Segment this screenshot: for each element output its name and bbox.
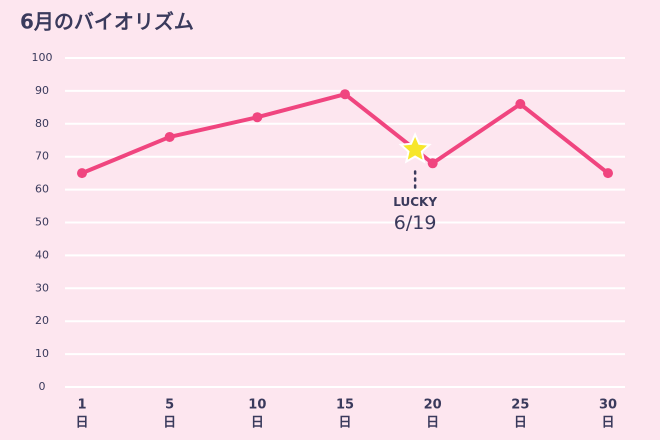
data-point (427, 158, 438, 169)
data-point (340, 89, 350, 100)
annotation-date: 6/19 (394, 212, 437, 234)
x-tick-label: 5 (165, 398, 174, 413)
y-tick-label: 0 (39, 380, 46, 393)
y-tick-label: 50 (35, 216, 49, 229)
x-tick-label: 30 (599, 398, 617, 413)
x-unit-label: 日 (251, 416, 264, 431)
data-point (603, 168, 613, 179)
y-tick-label: 70 (35, 150, 49, 163)
data-point (164, 131, 175, 142)
x-unit-label: 日 (75, 416, 88, 431)
x-tick-label: 10 (248, 398, 266, 413)
x-tick-label: 20 (424, 398, 442, 413)
data-point (77, 168, 87, 179)
data-point (252, 112, 263, 123)
data-point (515, 99, 526, 110)
y-tick-label: 90 (35, 84, 49, 97)
x-unit-label: 日 (601, 416, 614, 431)
y-tick-label: 100 (32, 51, 53, 64)
annotation-label: LUCKY (393, 195, 437, 209)
y-tick-label: 10 (35, 347, 49, 360)
y-tick-label: 40 (35, 248, 49, 261)
x-tick-label: 15 (336, 398, 354, 413)
x-tick-label: 1 (77, 398, 86, 413)
x-unit-label: 日 (338, 416, 351, 431)
x-unit-label: 日 (163, 416, 176, 431)
lucky-star (398, 132, 432, 164)
x-unit-label: 日 (426, 416, 439, 431)
y-tick-label: 20 (35, 314, 49, 327)
y-tick-label: 60 (35, 183, 49, 196)
x-unit-label: 日 (514, 416, 527, 431)
y-tick-label: 80 (35, 117, 49, 130)
chart-title: 6月のバイオリズム (20, 10, 194, 34)
y-tick-label: 30 (35, 281, 49, 294)
x-tick-label: 25 (511, 398, 529, 413)
